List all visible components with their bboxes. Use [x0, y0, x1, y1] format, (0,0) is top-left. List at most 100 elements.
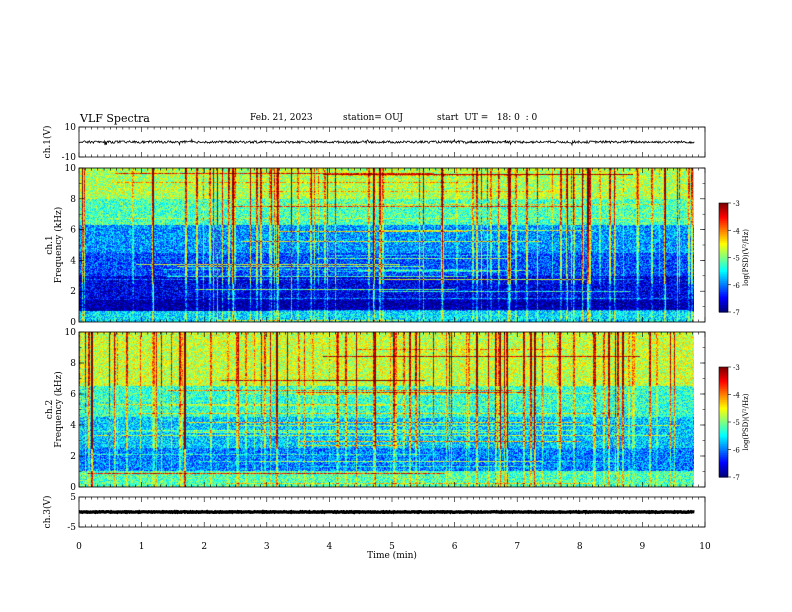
colorbar-segment [719, 368, 728, 372]
colorbar-segment [719, 378, 728, 381]
x-tick-label: 3 [264, 542, 270, 552]
colorbar-segment [719, 420, 728, 423]
colorbar-segment [719, 284, 728, 288]
y-tick-label: 5 [70, 493, 76, 503]
y-axis-label: Frequency (kHz) [53, 207, 64, 284]
y-tick-label: 6 [70, 226, 76, 236]
y-axis-label: ch.3(V) [42, 496, 53, 529]
colorbar-segment [719, 451, 728, 454]
colorbar-segment [719, 261, 728, 264]
colorbar-segment [719, 445, 728, 449]
colorbar-segment [719, 228, 728, 231]
colorbar-segment [719, 281, 728, 284]
colorbar-segment [719, 379, 728, 383]
x-axis-label: Time (min) [367, 550, 417, 561]
colorbar-segment [719, 277, 728, 280]
colorbar-segment [719, 257, 728, 260]
colorbar-segment [719, 250, 728, 253]
colorbar-segment [719, 241, 728, 244]
colorbar-segment [719, 233, 728, 237]
x-tick-label: 1 [139, 542, 145, 552]
colorbar-segment [719, 270, 728, 273]
colorbar-segment [719, 429, 728, 432]
y-tick-label: 2 [70, 287, 76, 297]
colorbar-segment [719, 252, 728, 255]
colorbar-segment [719, 414, 728, 418]
colorbar-segment [719, 427, 728, 430]
colorbar-segment [719, 204, 728, 208]
station-label: station= OUJ [343, 113, 404, 123]
colorbar-segment [719, 436, 728, 440]
spectrogram-image [79, 332, 694, 487]
colorbar-segment [719, 308, 728, 311]
y-tick-label: 10 [65, 123, 77, 133]
spectrogram-image [79, 168, 694, 322]
colorbar-segment [719, 310, 728, 313]
colorbar-segment [719, 398, 728, 401]
colorbar-segment [719, 203, 728, 206]
colorbar-segment [719, 259, 728, 262]
colorbar-tick-label: -4 [733, 227, 740, 235]
x-tick-label: 6 [452, 542, 458, 552]
colorbar-segment [719, 210, 728, 213]
colorbar-label: log(PSD)(V²/Hz) [742, 393, 750, 450]
date-label: Feb. 21, 2023 [250, 113, 313, 123]
colorbar-segment [719, 442, 728, 445]
y-axis-label: ch.2 [45, 400, 55, 419]
colorbar-segment [719, 422, 728, 425]
colorbar-segment [719, 387, 728, 390]
colorbar-segment [719, 230, 728, 233]
colorbar-tick-label: -5 [733, 255, 740, 263]
colorbar-tick-label: -5 [733, 419, 740, 427]
colorbar-segment [719, 400, 728, 403]
colorbar-segment [719, 224, 728, 228]
colorbar-segment [719, 239, 728, 242]
waveform-trace [78, 509, 695, 515]
colorbar-segment [719, 405, 728, 408]
colorbar-segment [719, 306, 728, 309]
colorbar-segment [719, 208, 728, 211]
x-tick-label: 2 [201, 542, 207, 552]
colorbar-segment [719, 304, 728, 308]
y-tick-label: 0 [70, 318, 76, 328]
colorbar-segment [719, 266, 728, 269]
colorbar-segment [719, 455, 728, 458]
colorbar-tick-label: -6 [733, 282, 740, 290]
colorbar-segment [719, 456, 728, 460]
colorbar-segment [719, 219, 728, 222]
colorbar-segment [719, 394, 728, 397]
colorbar-segment [719, 431, 728, 434]
y-tick-label: 2 [70, 452, 76, 462]
colorbar-segment [719, 295, 728, 299]
colorbar-segment [719, 242, 728, 246]
colorbar-tick-label: -7 [733, 474, 740, 482]
colorbar-segment [719, 460, 728, 463]
colorbar-segment [719, 381, 728, 385]
colorbar-segment [719, 273, 728, 277]
colorbar-segment [719, 372, 728, 375]
colorbar-segment [719, 475, 728, 478]
colorbar-segment [719, 272, 728, 275]
colorbar-segment [719, 392, 728, 396]
colorbar-segment [719, 212, 728, 215]
y-tick-label: -10 [62, 153, 77, 163]
colorbar-tick-label: -4 [733, 392, 740, 400]
colorbar-segment [719, 275, 728, 279]
chart-title: VLF Spectra [80, 112, 150, 125]
colorbar-tick-label: -3 [733, 364, 740, 372]
start-time-label: start UT = 18: 0 : 0 [437, 113, 538, 123]
colorbar-segment [719, 299, 728, 302]
colorbar-segment [719, 467, 728, 471]
colorbar-tick-label: -3 [733, 200, 740, 208]
colorbar-segment [719, 444, 728, 447]
colorbar-segment [719, 389, 728, 392]
colorbar-segment [719, 462, 728, 465]
colorbar-segment [719, 411, 728, 414]
colorbar-segment [719, 471, 728, 474]
colorbar-label: log(PSD)(V²/Hz) [742, 229, 750, 286]
colorbar-segment [719, 246, 728, 250]
colorbar-segment [719, 235, 728, 239]
colorbar-segment [719, 248, 728, 251]
colorbar-segment [719, 464, 728, 467]
